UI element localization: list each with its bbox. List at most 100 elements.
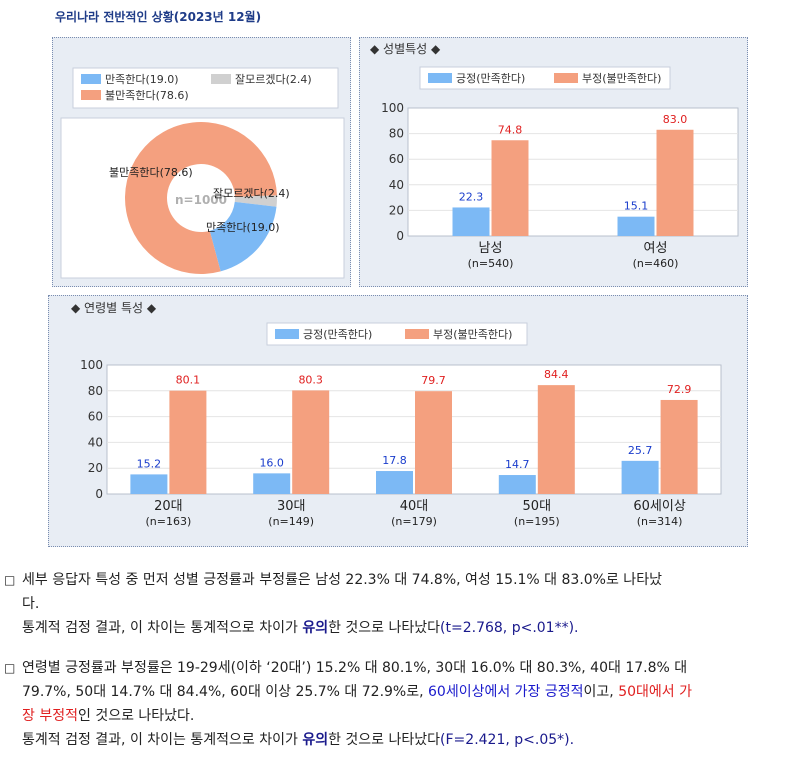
data-label: 80.1 [176,374,201,387]
donut-center-label: n=1000 [175,193,227,207]
bar-legend [419,66,671,90]
slice-label-satisfied: 만족한다(19.0) [206,221,280,234]
legend-label: 부정(불만족한다) [582,72,661,85]
bar [130,474,168,494]
y-tick-label: 40 [389,178,404,192]
data-label: 14.7 [505,458,530,471]
p2-line3-b: 인 것으로 나타났다. [77,708,195,724]
p1-significant: 유의 [302,620,329,636]
y-tick-label: 100 [80,358,103,372]
plot-area [106,364,722,495]
bar [292,390,330,494]
p2-stat: (F=2.421, p<.05*). [440,732,575,748]
bar [621,460,659,494]
p2-line1: 연령별 긍정률과 부정률은 19-29세(이하 ‘20대’) 15.2% 대 8… [22,660,688,676]
p1-line3: 통계적 검정 결과, 이 차이는 통계적으로 차이가 유의한 것으로 나타났다(… [22,616,782,640]
data-label: 83.0 [663,113,688,126]
legend-swatch [211,74,231,84]
y-tick-label: 80 [389,127,404,141]
bar [656,129,694,236]
data-label: 22.3 [459,190,484,203]
category-label: 40대 [400,499,429,514]
category-label: 60세이상 [633,499,685,514]
data-label: 72.9 [667,383,692,396]
y-tick-label: 100 [381,101,404,115]
bar [660,399,698,494]
legend-label: 긍정(만족한다) [303,328,372,341]
p1-stat: (t=2.768, p<.01**). [440,620,579,636]
bar-legend [266,322,528,346]
data-label: 16.0 [259,456,284,469]
bullet-box-2: □ [4,661,16,675]
donut-slice [234,195,277,207]
p2-line2-a: 79.7%, 50대 14.7% 대 84.4%, 60대 이상 25.7% 대… [22,684,429,700]
legend-label: 부정(불만족한다) [433,328,512,341]
y-tick-label: 20 [88,461,103,475]
bar [376,471,413,494]
age-panel: ◆ 연령별 특성 ◆ 긍정(만족한다) 부정(불만족한다) 0 20 40 60 80 100 1… [48,295,748,547]
p1-line3-c: 한 것으로 나타났다 [328,620,441,636]
y-tick-label: 60 [88,410,103,424]
legend-label: 불만족한다(78.6) [105,89,189,102]
paragraph-gender: □ 세부 응답자 특성 중 먼저 성별 긍정률과 부정률은 남성 22.3% 대… [4,568,782,640]
category-label: 남성 [479,241,503,256]
category-sublabel: (n=163) [146,515,192,528]
donut-chart: 만족한다(19.0) 잘모르겠다(2.4) 불만족한다(78.6) n=1000 불만족… [60,67,345,279]
category-sublabel: (n=149) [268,515,314,528]
slice-label-dissatisfied: 불만족한다(78.6) [109,166,193,179]
data-label: 17.8 [382,454,407,467]
p2-most-positive: 60세이상에서 가장 긍정적 [428,684,584,700]
category-sublabel: (n=460) [633,257,679,270]
panel-title: ◆ 연령별 특성 ◆ [71,301,157,315]
category-sublabel: (n=540) [468,257,514,270]
y-tick-label: 0 [95,487,103,501]
y-tick-label: 80 [88,384,103,398]
data-label: 79.7 [421,374,446,387]
p1-line1: 세부 응답자 특성 중 먼저 성별 긍정률과 부정률은 남성 22.3% 대 7… [22,572,662,588]
gender-panel: ◆ 성별특성 ◆ 긍정(만족한다) 부정(불만족한다) 0 20 40 60 80 100 22.… [359,37,748,287]
paragraph-age: □ 연령별 긍정률과 부정률은 19-29세(이하 ‘20대’) 15.2% 대… [4,656,782,752]
legend-swatch [81,74,101,84]
legend-label: 잘모르겠다(2.4) [235,73,312,86]
bar [491,140,529,236]
data-label: 84.4 [544,368,569,381]
data-label: 15.2 [137,457,162,470]
category-sublabel: (n=195) [514,515,560,528]
bar [537,385,575,494]
p2-line2-c: 이고, [583,684,619,700]
p2-significant: 유의 [302,732,329,748]
age-bar-chart: ◆ 연령별 특성 ◆ 긍정(만족한다) 부정(불만족한다) 0 20 40 60 80 100 1… [71,301,722,528]
donut-slice [124,122,277,275]
data-label: 74.8 [498,123,523,136]
panel-title: ◆ 성별특성 ◆ [370,42,441,56]
legend-swatch [275,329,299,339]
legend-label: 만족한다(19.0) [105,73,179,86]
page-title: 우리나라 전반적인 상황(2023년 12월) [55,10,262,24]
bullet-box: □ [4,573,16,587]
category-sublabel: (n=179) [391,515,437,528]
bar [498,475,536,494]
p2-line3: 장 부정적인 것으로 나타났다. [22,704,782,728]
bar [617,216,655,236]
donut-legend [72,67,339,109]
bar [169,390,207,494]
category-label: 20대 [154,499,183,514]
bar [452,207,490,236]
bar [253,473,291,494]
bar [415,391,452,494]
p2-most-negative-b: 장 부정적 [22,708,78,724]
legend-swatch [554,73,578,83]
legend-swatch [428,73,452,83]
category-label: 30대 [277,499,306,514]
data-label: 15.1 [624,200,649,213]
p2-line4: 통계적 검정 결과, 이 차이는 통계적으로 차이가 유의한 것으로 나타났다(… [22,728,782,752]
p2-line4-c: 한 것으로 나타났다 [328,732,441,748]
category-label: 여성 [644,241,668,256]
y-tick-label: 20 [389,203,404,217]
y-tick-label: 60 [389,152,404,166]
p2-line2: 79.7%, 50대 14.7% 대 84.4%, 60대 이상 25.7% 대… [22,680,782,704]
y-tick-label: 0 [396,229,404,243]
gender-bar-chart: ◆ 성별특성 ◆ 긍정(만족한다) 부정(불만족한다) 0 20 40 60 80 100 22.… [370,42,739,270]
legend-label: 긍정(만족한다) [456,72,525,85]
legend-swatch [81,90,101,100]
